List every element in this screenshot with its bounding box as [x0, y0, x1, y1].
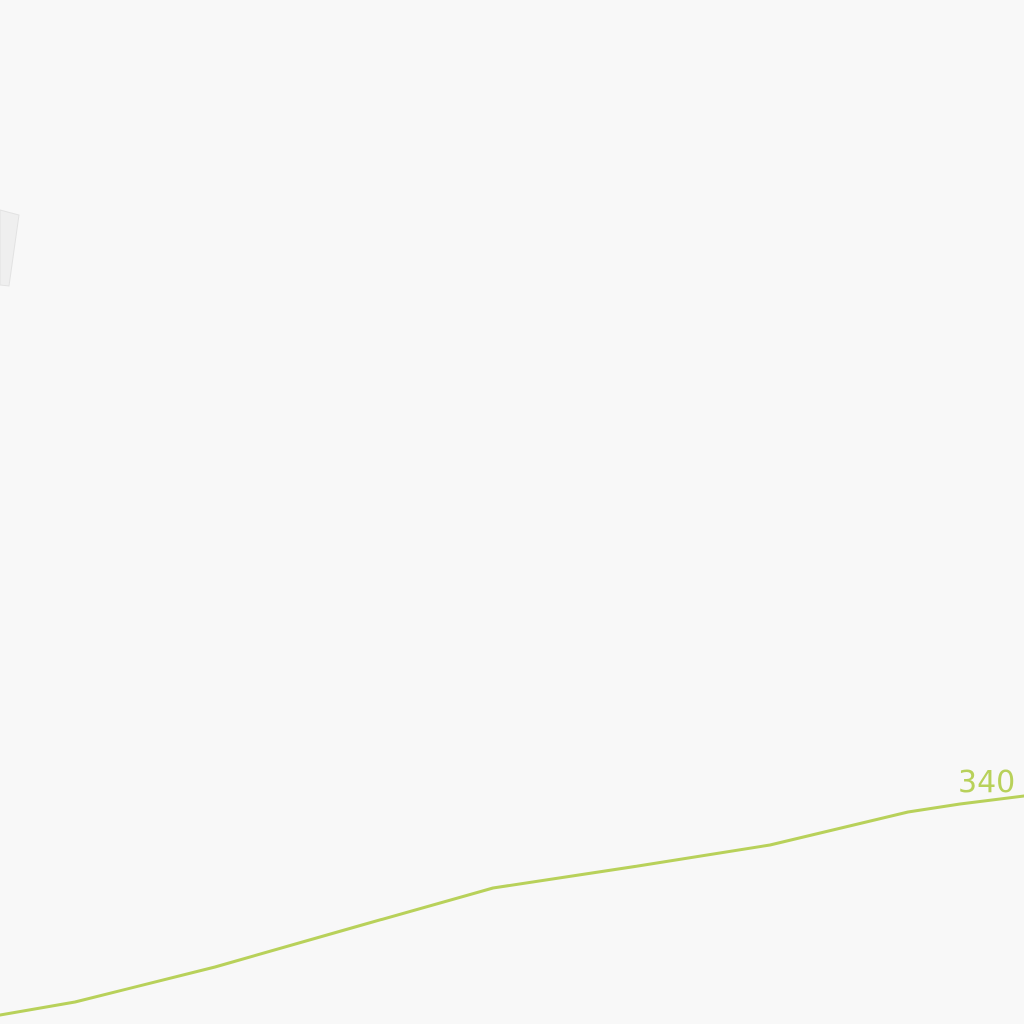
- contour-line-340: [0, 794, 1024, 1017]
- contour-label: 340: [958, 765, 1015, 800]
- building-footprint: [0, 209, 20, 287]
